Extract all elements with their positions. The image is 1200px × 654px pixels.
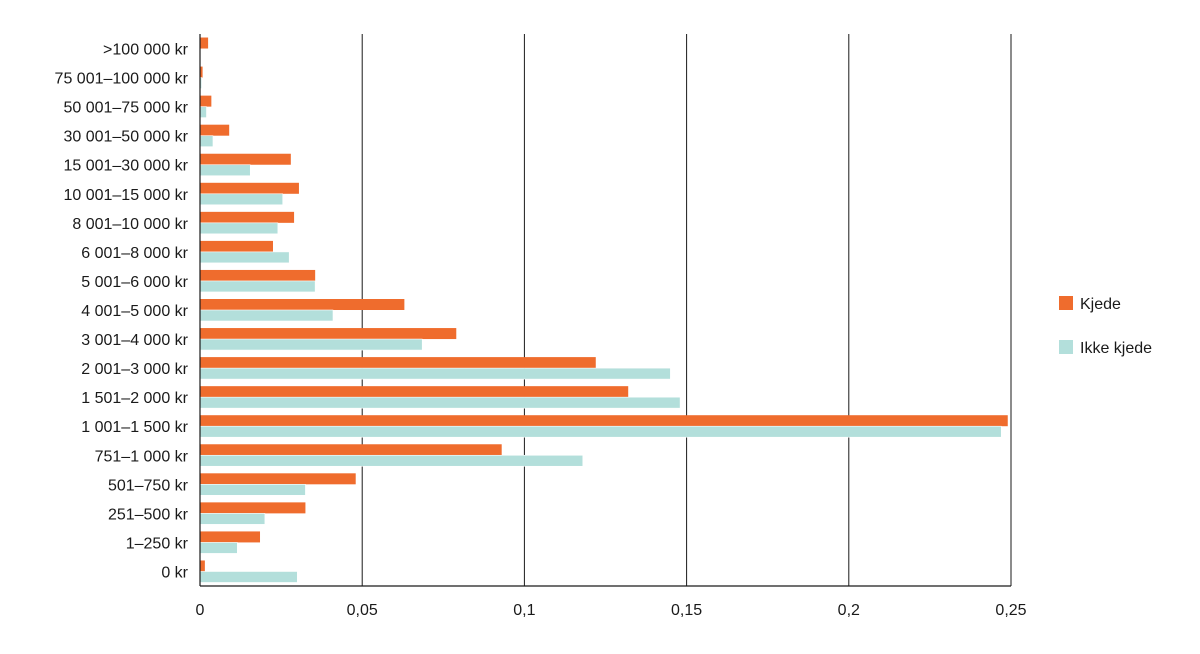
bar-ikke-kjede <box>199 106 207 118</box>
category-label: 751–1 000 kr <box>95 448 189 465</box>
category-label: 8 001–10 000 kr <box>72 216 188 233</box>
category-label: 4 001–5 000 kr <box>81 303 188 320</box>
bar-ikke-kjede <box>199 542 238 554</box>
bar-kjede <box>200 182 299 194</box>
axis-layer <box>199 34 1011 587</box>
category-label: 3 001–4 000 kr <box>81 332 188 349</box>
bar-kjede <box>200 37 209 49</box>
bar-ikke-kjede <box>199 454 584 467</box>
legend-label-kjede: Kjede <box>1080 296 1121 313</box>
bar-ikke-kjede <box>199 513 266 525</box>
bar-kjede <box>200 328 457 340</box>
bar-kjede <box>200 153 291 165</box>
bar-ikke-kjede <box>199 425 1002 438</box>
x-tick-label: 0,1 <box>513 602 535 619</box>
bar-ikke-kjede <box>199 571 298 583</box>
bar-ikke-kjede <box>199 338 423 351</box>
bar-ikke-kjede <box>199 193 284 206</box>
legend-swatch-ikke-kjede <box>1059 340 1073 354</box>
bar-kjede <box>200 66 203 78</box>
label-layer: 0 0,05 0,1 0,15 0,2 0,25 >100 000 kr 75 001–100… <box>55 42 1027 619</box>
bar-ikke-kjede <box>199 396 681 409</box>
x-tick-label: 0,2 <box>838 602 860 619</box>
category-label: 251–500 kr <box>108 506 189 523</box>
bar-kjede <box>200 269 316 281</box>
bar-kjede <box>200 211 295 223</box>
bar-kjede <box>200 560 205 572</box>
bar-kjede <box>200 95 212 107</box>
category-label: 1–250 kr <box>126 535 189 552</box>
x-tick-label: 0 <box>196 602 205 619</box>
category-label: 5 001–6 000 kr <box>81 274 188 291</box>
bar-kjede <box>200 473 356 485</box>
bar-ikke-kjede <box>199 222 279 235</box>
category-label: 2 001–3 000 kr <box>81 361 188 378</box>
category-label: 1 001–1 500 kr <box>81 419 188 436</box>
category-label: 6 001–8 000 kr <box>81 245 188 262</box>
bar-kjede <box>200 357 596 369</box>
category-label: 0 kr <box>161 564 188 581</box>
bar-layer <box>199 37 1008 583</box>
bar-kjede <box>200 415 1008 427</box>
legend: Kjede Ikke kjede <box>1059 296 1152 357</box>
x-tick-label: 0,25 <box>995 602 1026 619</box>
x-tick-label: 0,15 <box>671 602 702 619</box>
bar-ikke-kjede <box>199 309 334 322</box>
x-tick-label: 0,05 <box>347 602 378 619</box>
category-label: 75 001–100 000 kr <box>55 71 189 88</box>
bar-kjede <box>200 531 261 543</box>
category-label: 10 001–15 000 kr <box>63 187 188 204</box>
legend-swatch-kjede <box>1059 296 1073 310</box>
bar-kjede <box>200 299 405 310</box>
grid-layer <box>361 34 1012 586</box>
bar-kjede <box>200 240 273 252</box>
bar-kjede <box>200 502 306 514</box>
bar-kjede <box>200 124 230 136</box>
bar-ikke-kjede <box>199 280 316 293</box>
bar-ikke-kjede <box>199 251 290 264</box>
category-label: 1 501–2 000 kr <box>81 390 188 407</box>
bar-ikke-kjede <box>199 484 306 496</box>
category-label: 50 001–75 000 kr <box>63 100 188 117</box>
bar-ikke-kjede <box>199 164 251 177</box>
bar-kjede <box>200 444 502 456</box>
category-label: >100 000 kr <box>103 42 189 59</box>
category-label: 30 001–50 000 kr <box>63 129 188 146</box>
bar-ikke-kjede <box>199 135 214 147</box>
bar-kjede <box>200 386 629 398</box>
bar-ikke-kjede <box>199 367 671 380</box>
category-label: 501–750 kr <box>108 477 189 494</box>
category-label: 15 001–30 000 kr <box>63 158 188 175</box>
legend-label-ikke-kjede: Ikke kjede <box>1080 340 1152 357</box>
